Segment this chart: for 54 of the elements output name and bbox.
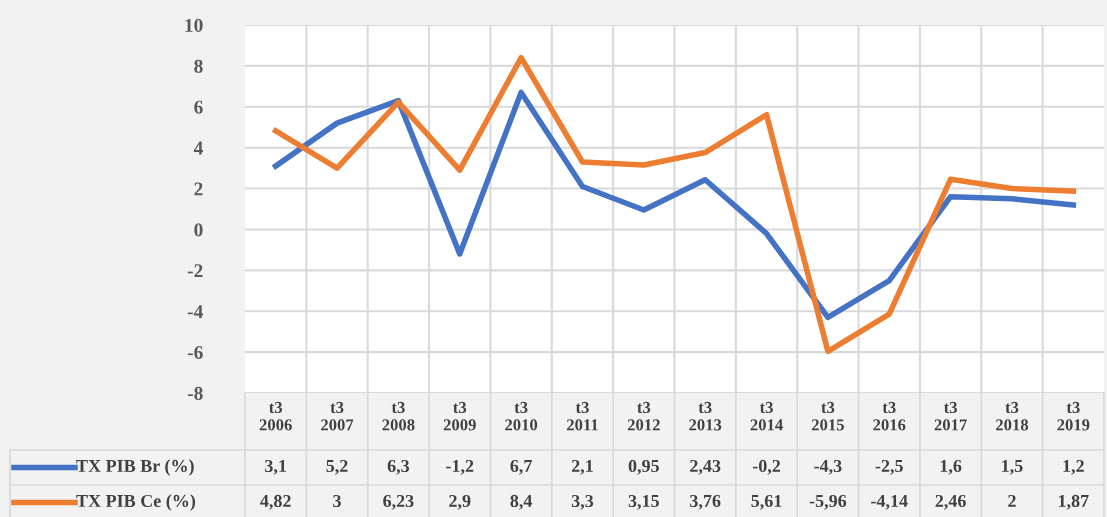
x-tick-label: t3 2016 xyxy=(873,401,906,431)
data-label: 3,1 xyxy=(265,459,287,475)
data-label: 2,9 xyxy=(449,494,471,510)
x-tick-label: t3 2013 xyxy=(689,401,722,431)
x-tick-label: t3 2011 xyxy=(566,401,598,431)
y-tick-label: -6 xyxy=(187,345,203,360)
y-tick-label: 6 xyxy=(194,100,203,114)
x-tick-label: t3 2015 xyxy=(811,401,844,431)
data-label: 5,2 xyxy=(326,459,348,475)
y-tick-label: 10 xyxy=(185,18,203,32)
x-tick-label: t3 2019 xyxy=(1057,401,1090,431)
data-label: 8,4 xyxy=(510,494,533,510)
data-label: -4,14 xyxy=(871,494,908,510)
data-label: 2,46 xyxy=(935,494,966,510)
x-tick-label: t3 2009 xyxy=(443,401,476,431)
x-tick-label: t3 2010 xyxy=(505,401,538,431)
data-label: 1,5 xyxy=(1002,459,1023,475)
data-label: 3,3 xyxy=(571,494,594,510)
data-label: 1,2 xyxy=(1063,459,1084,475)
data-label: 5,61 xyxy=(751,494,782,510)
y-tick-label: -8 xyxy=(187,386,203,400)
data-label: 3,15 xyxy=(628,494,659,510)
data-label: 6,7 xyxy=(510,459,532,475)
x-tick-label: t3 2012 xyxy=(627,401,660,431)
y-tick-label: 2 xyxy=(194,182,203,196)
data-label: 0,95 xyxy=(628,459,659,475)
data-label: 6,3 xyxy=(387,459,410,475)
data-label: 3,76 xyxy=(690,494,721,510)
y-tick-label: 4 xyxy=(193,141,203,155)
legend-label: TX PIB Ce (%) xyxy=(76,494,196,511)
data-label: 4,82 xyxy=(260,494,291,510)
y-tick-label: -4 xyxy=(187,305,203,318)
y-tick-label: 8 xyxy=(194,59,203,73)
x-tick-label: t3 2007 xyxy=(321,401,354,431)
data-label: -0,2 xyxy=(752,459,781,475)
data-label: 6,23 xyxy=(383,494,414,510)
data-label: -2,5 xyxy=(875,459,903,475)
data-label: 1,87 xyxy=(1058,494,1089,510)
x-tick-label: t3 2006 xyxy=(259,401,292,431)
x-tick-label: t3 2014 xyxy=(750,401,783,431)
data-label: -1,2 xyxy=(446,459,474,475)
data-label: 2 xyxy=(1008,494,1016,507)
data-label: 3 xyxy=(333,494,341,508)
data-label: -5,96 xyxy=(809,494,847,510)
y-tick-label: -2 xyxy=(187,264,203,278)
legend-label: TX PIB Br (%) xyxy=(76,459,194,476)
data-label: 2,43 xyxy=(690,459,721,475)
data-label: 2,1 xyxy=(571,459,593,475)
x-tick-label: t3 2017 xyxy=(934,401,967,431)
data-label: -4,3 xyxy=(814,459,842,475)
data-label: 1,6 xyxy=(940,459,962,475)
y-tick-label: 0 xyxy=(194,223,203,237)
x-tick-label: t3 2018 xyxy=(996,401,1029,431)
x-tick-label: t3 2008 xyxy=(382,401,415,431)
